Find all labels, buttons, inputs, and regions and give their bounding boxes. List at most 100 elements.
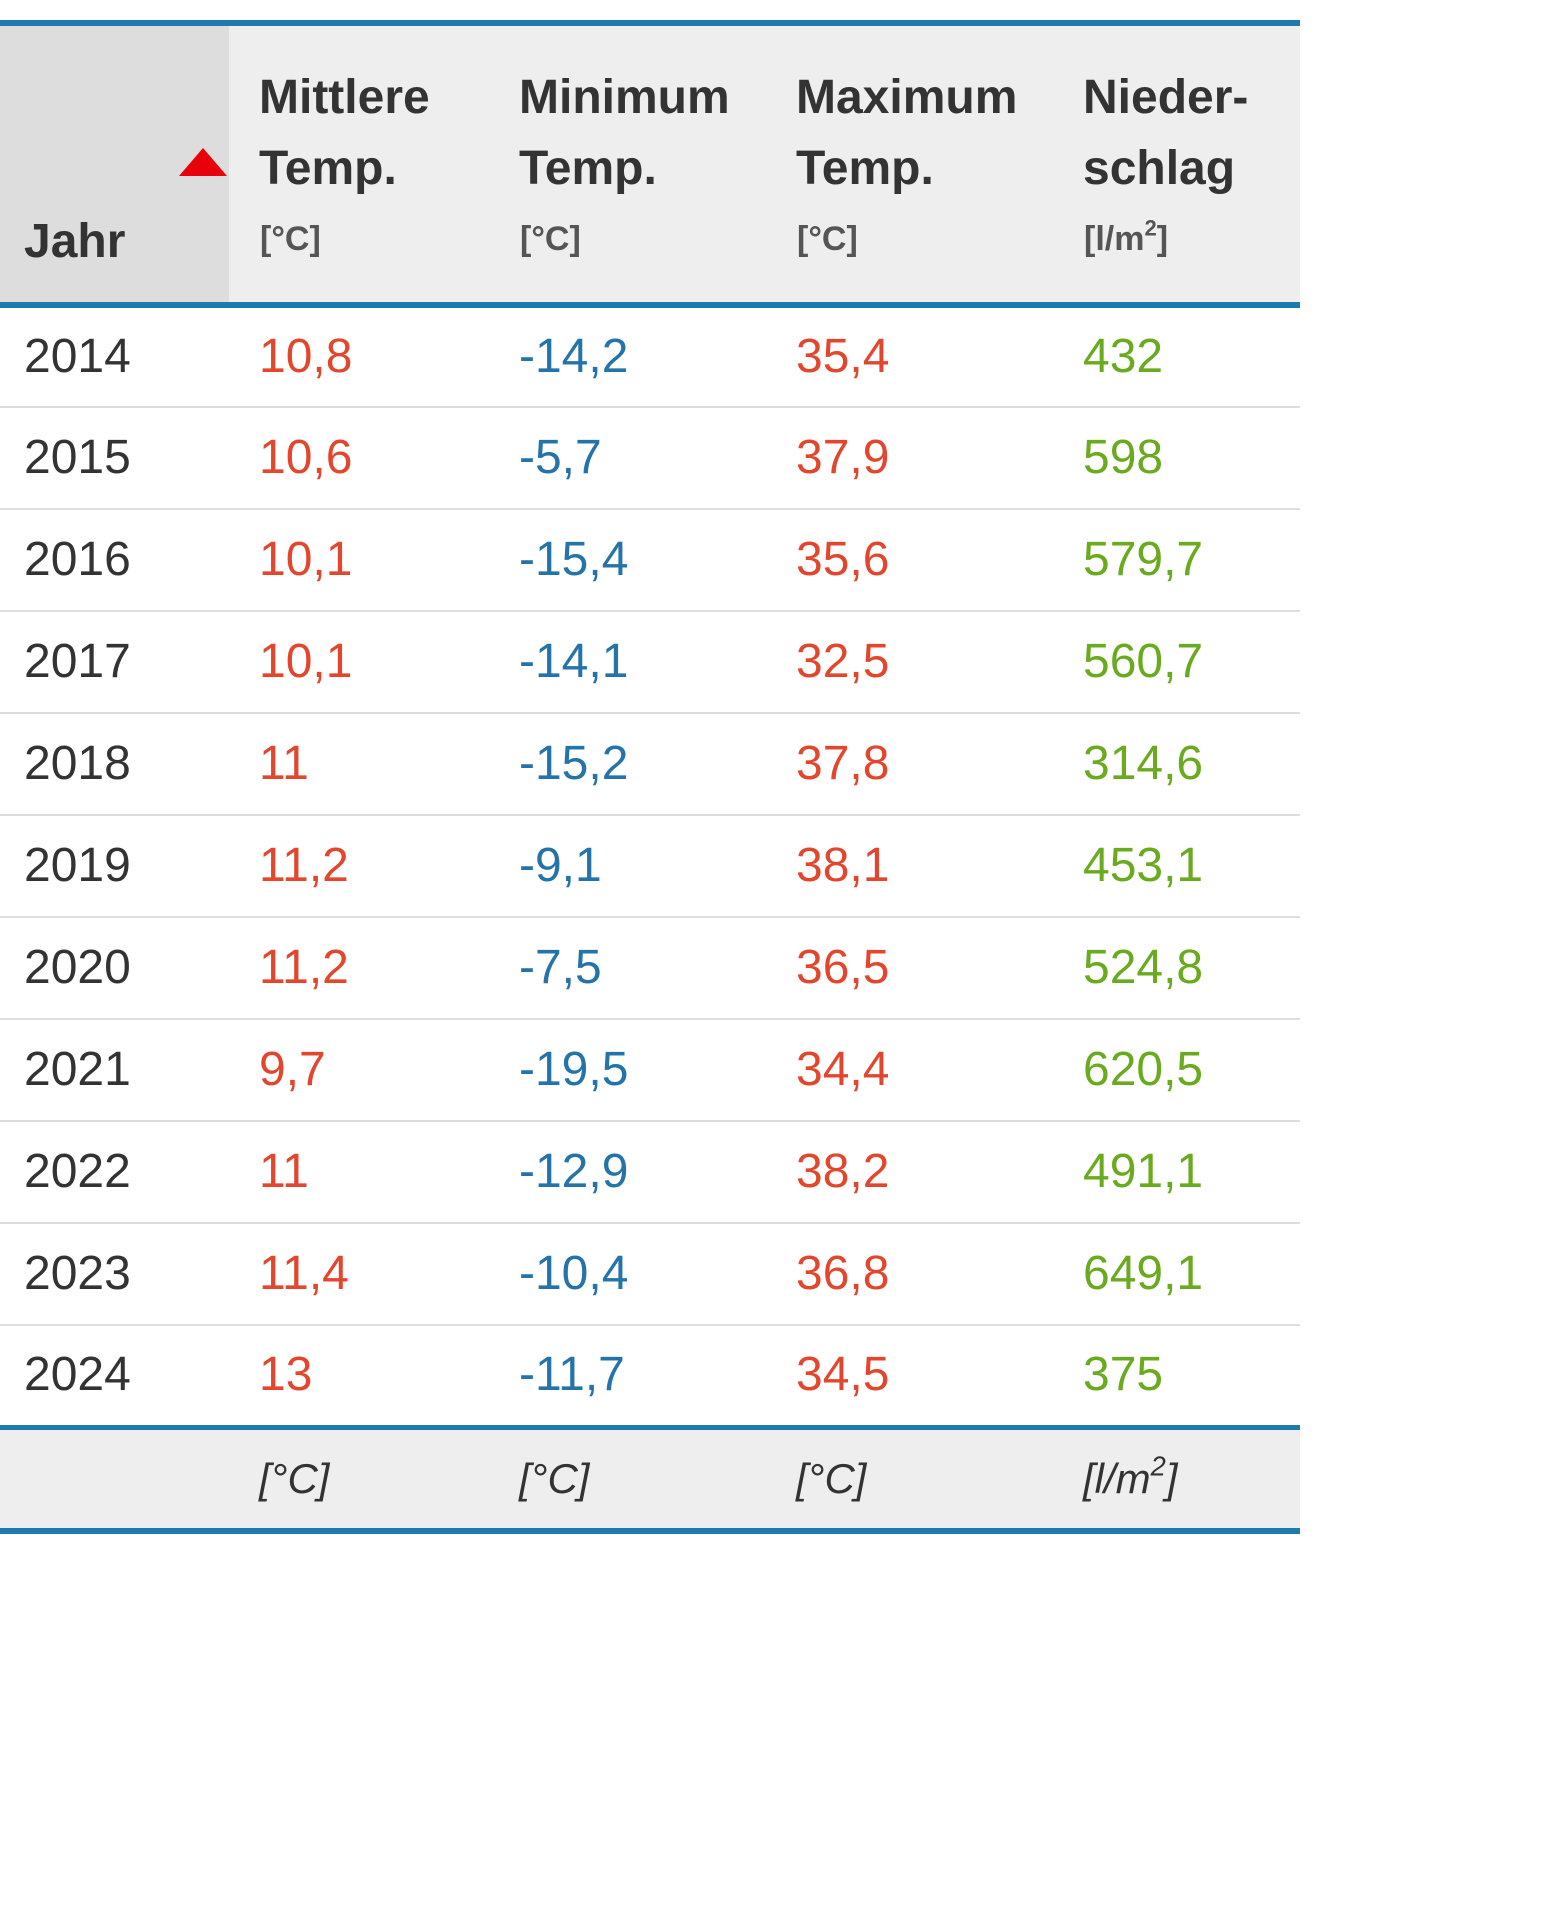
cell-precipitation: 649,1 <box>1053 1223 1300 1326</box>
cell-max-temp: 34,5 <box>766 1325 1053 1430</box>
column-header-mean-temp-title: Mittlere Temp. <box>259 62 430 204</box>
cell-precipitation: 560,7 <box>1053 611 1300 714</box>
column-header-min-temp[interactable]: Minimum Temp. [°C] <box>489 20 766 308</box>
cell-year: 2018 <box>0 713 229 816</box>
unit-superscript: 2 <box>1150 1450 1166 1482</box>
climate-table: Jahr Mittlere Temp. [°C] Minimum Temp. [… <box>0 20 1300 1534</box>
column-header-min-temp-line2: Temp. <box>519 142 657 195</box>
cell-year: 2020 <box>0 917 229 1020</box>
cell-precipitation: 620,5 <box>1053 1019 1300 1122</box>
table-row: 2020 11,2 -7,5 36,5 524,8 <box>0 917 1300 1020</box>
cell-max-temp: 35,6 <box>766 509 1053 612</box>
cell-year: 2015 <box>0 407 229 510</box>
cell-max-temp: 38,2 <box>766 1121 1053 1224</box>
cell-min-temp: -15,2 <box>489 713 766 816</box>
table-row: 2021 9,7 -19,5 34,4 620,5 <box>0 1019 1300 1122</box>
cell-max-temp: 34,4 <box>766 1019 1053 1122</box>
table-row: 2022 11 -12,9 38,2 491,1 <box>0 1121 1300 1224</box>
table-body: 2014 10,8 -14,2 35,4 432 2015 10,6 -5,7 37,9 598 2… <box>0 305 1300 1430</box>
cell-year: 2017 <box>0 611 229 714</box>
cell-mean-temp: 10,8 <box>229 305 489 408</box>
cell-max-temp: 37,9 <box>766 407 1053 510</box>
table-row: 2018 11 -15,2 37,8 314,6 <box>0 713 1300 816</box>
cell-mean-temp: 11,2 <box>229 917 489 1020</box>
footer-unit-max-temp: [°C] <box>766 1427 1053 1534</box>
cell-min-temp: -14,2 <box>489 305 766 408</box>
cell-mean-temp: 11,2 <box>229 815 489 918</box>
footer-unit-mean-temp: [°C] <box>229 1427 489 1534</box>
column-header-mean-temp-unit: [°C] <box>260 220 321 258</box>
column-header-max-temp-title: Maximum Temp. <box>796 62 1017 204</box>
unit-prefix: [l/m <box>1084 220 1145 258</box>
cell-mean-temp: 11,4 <box>229 1223 489 1326</box>
climate-table-container: Jahr Mittlere Temp. [°C] Minimum Temp. [… <box>0 20 1300 1534</box>
column-header-mean-temp[interactable]: Mittlere Temp. [°C] <box>229 20 489 308</box>
cell-max-temp: 35,4 <box>766 305 1053 408</box>
cell-year: 2016 <box>0 509 229 612</box>
cell-mean-temp: 10,1 <box>229 509 489 612</box>
cell-min-temp: -14,1 <box>489 611 766 714</box>
cell-year: 2014 <box>0 305 229 408</box>
cell-year: 2022 <box>0 1121 229 1224</box>
cell-precipitation: 598 <box>1053 407 1300 510</box>
cell-max-temp: 37,8 <box>766 713 1053 816</box>
table-row: 2015 10,6 -5,7 37,9 598 <box>0 407 1300 510</box>
sort-ascending-icon[interactable] <box>179 148 227 176</box>
cell-min-temp: -10,4 <box>489 1223 766 1326</box>
cell-precipitation: 432 <box>1053 305 1300 408</box>
cell-year: 2019 <box>0 815 229 918</box>
cell-min-temp: -5,7 <box>489 407 766 510</box>
column-header-min-temp-unit: [°C] <box>520 220 581 258</box>
column-header-max-temp-line2: Temp. <box>796 142 934 195</box>
table-header: Jahr Mittlere Temp. [°C] Minimum Temp. [… <box>0 20 1300 308</box>
cell-min-temp: -11,7 <box>489 1325 766 1430</box>
column-header-precipitation-unit: [l/m2] <box>1084 217 1169 259</box>
cell-precipitation: 579,7 <box>1053 509 1300 612</box>
column-header-max-temp[interactable]: Maximum Temp. [°C] <box>766 20 1053 308</box>
table-row: 2016 10,1 -15,4 35,6 579,7 <box>0 509 1300 612</box>
cell-max-temp: 36,5 <box>766 917 1053 1020</box>
cell-year: 2021 <box>0 1019 229 1122</box>
footer-cell-year <box>0 1427 229 1534</box>
cell-precipitation: 491,1 <box>1053 1121 1300 1224</box>
cell-max-temp: 38,1 <box>766 815 1053 918</box>
column-header-precipitation[interactable]: Nieder- schlag [l/m2] <box>1053 20 1300 308</box>
unit-suffix: ] <box>1165 1454 1178 1502</box>
cell-min-temp: -9,1 <box>489 815 766 918</box>
table-row: 2017 10,1 -14,1 32,5 560,7 <box>0 611 1300 714</box>
cell-precipitation: 524,8 <box>1053 917 1300 1020</box>
column-header-min-temp-line1: Minimum <box>519 71 730 124</box>
cell-mean-temp: 10,1 <box>229 611 489 714</box>
footer-unit-min-temp: [°C] <box>489 1427 766 1534</box>
table-row: 2023 11,4 -10,4 36,8 649,1 <box>0 1223 1300 1326</box>
table-row: 2024 13 -11,7 34,5 375 <box>0 1325 1300 1430</box>
column-header-min-temp-title: Minimum Temp. <box>519 62 730 204</box>
cell-precipitation: 453,1 <box>1053 815 1300 918</box>
header-row: Jahr Mittlere Temp. [°C] Minimum Temp. [… <box>0 20 1300 308</box>
column-header-precipitation-line1: Nieder- <box>1083 71 1249 124</box>
cell-mean-temp: 9,7 <box>229 1019 489 1122</box>
cell-min-temp: -15,4 <box>489 509 766 612</box>
column-header-year[interactable]: Jahr <box>0 20 229 308</box>
column-header-mean-temp-line1: Mittlere <box>259 71 430 124</box>
cell-max-temp: 36,8 <box>766 1223 1053 1326</box>
table-footer: [°C] [°C] [°C] [l/m2] <box>0 1427 1300 1534</box>
column-header-max-temp-unit: [°C] <box>797 220 858 258</box>
unit-suffix: ] <box>1156 220 1169 258</box>
cell-mean-temp: 10,6 <box>229 407 489 510</box>
cell-precipitation: 375 <box>1053 1325 1300 1430</box>
cell-mean-temp: 11 <box>229 713 489 816</box>
cell-mean-temp: 13 <box>229 1325 489 1430</box>
cell-max-temp: 32,5 <box>766 611 1053 714</box>
cell-year: 2024 <box>0 1325 229 1430</box>
column-header-mean-temp-line2: Temp. <box>259 142 397 195</box>
cell-min-temp: -12,9 <box>489 1121 766 1224</box>
cell-min-temp: -7,5 <box>489 917 766 1020</box>
footer-unit-precipitation: [l/m2] <box>1053 1427 1300 1534</box>
column-header-max-temp-line1: Maximum <box>796 71 1018 124</box>
unit-superscript: 2 <box>1144 215 1157 241</box>
cell-mean-temp: 11 <box>229 1121 489 1224</box>
column-header-precipitation-title: Nieder- schlag <box>1083 62 1248 204</box>
unit-prefix: [l/m <box>1083 1454 1151 1502</box>
cell-min-temp: -19,5 <box>489 1019 766 1122</box>
